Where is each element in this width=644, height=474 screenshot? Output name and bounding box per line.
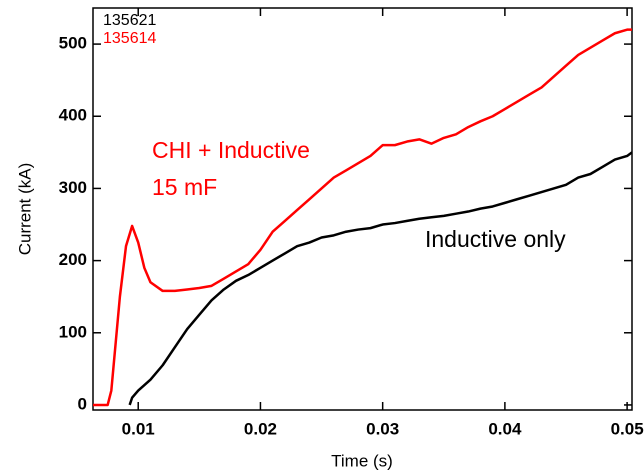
x-tick-label: 0.04 [488,419,522,438]
x-tick-label: 0.01 [122,419,155,438]
plot-frame [92,7,633,411]
x-tick-label: 0.03 [366,419,399,438]
y-tick-label: 500 [59,34,87,53]
annotation: Inductive only [425,226,566,252]
annotation: 15 mF [152,174,217,200]
legend-entry: 135614 [103,30,156,47]
y-tick-label: 100 [59,322,87,341]
x-axis-title: Time (s) [331,451,393,470]
x-tick-label: 0.02 [244,419,277,438]
series-line [93,28,632,407]
y-tick-label: 200 [59,250,87,269]
y-axis-title: Current (kA) [15,163,34,256]
x-tick-label: 0.05 [611,419,644,438]
y-tick-label: 300 [59,178,87,197]
y-tick-label: 0 [78,394,87,413]
series-line [128,151,632,406]
y-tick-label: 400 [59,106,87,125]
legend-entry: 135621 [103,12,156,29]
annotation: CHI + Inductive [152,137,310,163]
